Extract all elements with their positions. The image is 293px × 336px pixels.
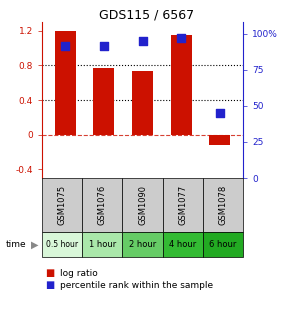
Bar — [209, 135, 230, 145]
Text: GSM1075: GSM1075 — [58, 185, 67, 225]
Point — [63, 43, 67, 48]
Text: GSM1076: GSM1076 — [98, 185, 107, 225]
Text: ■: ■ — [45, 268, 54, 278]
Text: 0.5 hour: 0.5 hour — [46, 240, 78, 249]
Text: 1 hour: 1 hour — [89, 240, 116, 249]
Text: percentile rank within the sample: percentile rank within the sample — [59, 281, 213, 290]
Text: ▶: ▶ — [31, 240, 39, 250]
Text: GSM1090: GSM1090 — [138, 185, 147, 225]
Point — [217, 111, 222, 116]
Text: 6 hour: 6 hour — [209, 240, 236, 249]
Text: 2 hour: 2 hour — [129, 240, 156, 249]
Text: GDS115 / 6567: GDS115 / 6567 — [99, 8, 194, 21]
Bar — [171, 35, 192, 135]
Point — [140, 39, 145, 44]
Bar — [54, 31, 76, 135]
Bar — [132, 71, 153, 135]
Text: GSM1077: GSM1077 — [178, 185, 187, 225]
Text: time: time — [6, 240, 26, 249]
Point — [101, 43, 106, 48]
Bar — [93, 68, 115, 135]
Point — [179, 36, 183, 41]
Text: GSM1078: GSM1078 — [218, 185, 227, 225]
Text: 4 hour: 4 hour — [169, 240, 196, 249]
Text: ■: ■ — [45, 280, 54, 290]
Text: log ratio: log ratio — [59, 268, 97, 278]
